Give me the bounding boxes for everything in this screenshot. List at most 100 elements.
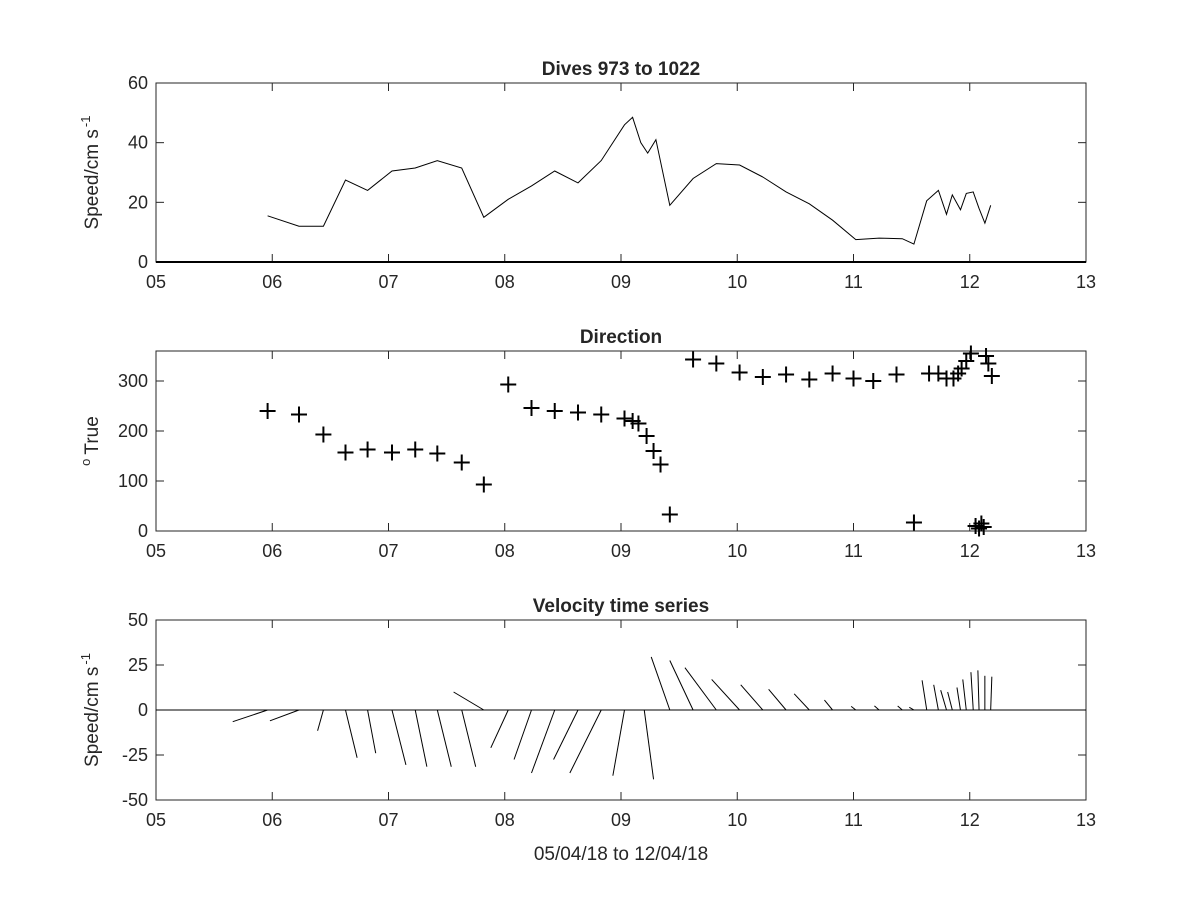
velocity-stick [513,709,532,760]
velocity-stick [824,699,833,711]
direction-point [259,403,276,419]
velocity-stick [977,670,980,711]
x-tick-label: 12 [960,272,980,292]
y-tick-label: 0 [138,521,148,541]
direction-point [569,404,586,421]
x-tick-label: 05 [146,541,166,561]
direction-point [315,426,332,443]
velocity-stick [553,709,579,760]
velocity-stick [850,706,857,711]
y-axis-label: Speed/cm s-1 [78,653,103,767]
direction-point [337,444,354,461]
velocity-stick [740,684,764,711]
x-tick-label: 10 [727,541,747,561]
velocity-stick [391,709,407,766]
y-tick-label: 0 [138,700,148,720]
velocity-stick [461,709,477,767]
velocity-stick [921,680,928,711]
x-tick-label: 11 [844,810,863,830]
x-tick-label: 12 [960,810,980,830]
panel-3: 05 06 07 08 09 10 11 12 13 -50 -25 0 25 50 Velocity ti… [78,596,1096,865]
y-tick-label: -25 [122,745,148,765]
direction-point [980,355,997,372]
direction-point [824,365,841,382]
velocity-stick [793,693,810,711]
velocity-stick [269,709,300,722]
velocity-stick [990,676,993,711]
direction-point [973,515,990,532]
velocity-stick [669,660,694,711]
x-tick-label: 08 [495,810,515,830]
direction-point [290,406,307,423]
velocity-stick [531,709,556,774]
velocity-stick [612,709,625,776]
y-tick-label: 40 [128,133,148,153]
direction-point [383,444,400,461]
x-tick-label: 11 [844,272,863,292]
direction-point [754,369,771,385]
direction-point [905,514,922,531]
x-tick-label: 06 [262,272,282,292]
velocity-stick [436,709,452,767]
x-tick-label: 08 [495,272,515,292]
direction-point [475,476,492,493]
velocity-stick [909,706,915,711]
y-tick-label: 50 [128,610,148,630]
direction-point [685,351,702,368]
x-tick-label: 13 [1076,541,1096,561]
velocity-stick [897,705,903,711]
x-tick-label: 07 [378,541,398,561]
x-tick-label: 09 [611,810,631,830]
velocity-stick [684,667,717,711]
direction-point [453,454,470,471]
direction-point [407,441,424,458]
panel-2: 05 06 07 08 09 10 11 12 13 0 100 200 300 Direction o Tr… [78,327,1096,561]
direction-point [661,506,678,523]
y-tick-label: 200 [118,421,148,441]
y-tick-label: 20 [128,192,148,212]
direction-point [801,371,818,388]
velocity-stick [643,709,655,780]
velocity-stick [711,679,740,711]
velocity-stick [232,709,268,723]
velocity-stick [956,687,961,711]
velocity-stick [874,705,880,711]
direction-point [546,403,563,419]
direction-point [645,443,662,459]
x-tick-label: 13 [1076,272,1096,292]
direction-point [778,366,795,383]
y-axis-label: o True [78,416,103,466]
velocity-stick [768,688,787,711]
y-axis-label-main: Speed/cm s [82,129,103,229]
y-axis-label: Speed/cm s-1 [78,116,103,230]
velocity-stick [933,684,939,711]
x-tick-label: 07 [378,810,398,830]
direction-point [652,456,669,473]
velocity-stick [317,709,324,731]
direction-point [500,376,517,393]
y-axis-label-sup: o [78,459,93,466]
direction-point [630,415,647,432]
y-tick-label: 0 [138,252,148,272]
direction-point [978,348,995,364]
direction-point [359,441,376,458]
x-tick-label: 08 [495,541,515,561]
velocity-stick [962,679,967,711]
direction-point [638,428,655,444]
direction-point [593,406,610,423]
velocity-stick [650,656,671,711]
x-tick-label: 06 [262,810,282,830]
y-tick-label: 100 [118,471,148,491]
direction-point [708,355,725,372]
x-tick-label: 09 [611,541,631,561]
x-axis-label: 05/04/18 to 12/04/18 [534,844,708,865]
plot-area [155,350,1087,532]
velocity-stick [367,709,377,754]
y-tick-label: 25 [128,655,148,675]
speed-line [267,116,992,245]
x-tick-label: 10 [727,810,747,830]
y-tick-label: 60 [128,73,148,93]
x-tick-label: 10 [727,272,747,292]
velocity-stick [490,709,509,749]
x-tick-label: 12 [960,541,980,561]
